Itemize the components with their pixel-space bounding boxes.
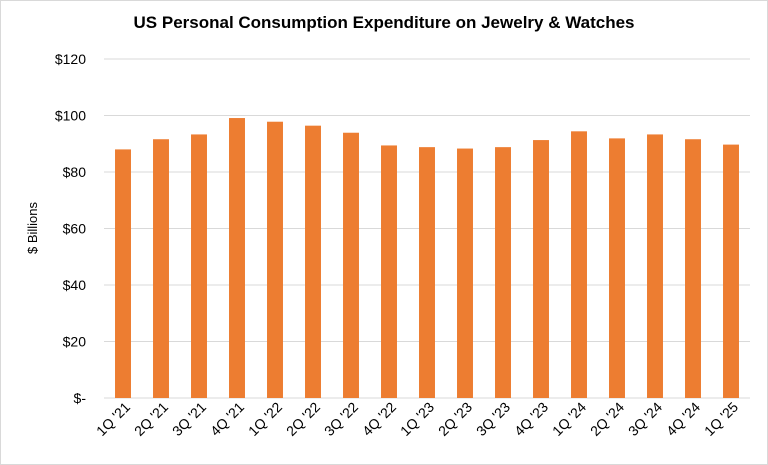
x-tick-label: 2Q '23 bbox=[435, 399, 475, 439]
x-tick-label: 4Q '23 bbox=[511, 399, 551, 439]
x-tick-label: 3Q '23 bbox=[473, 399, 513, 439]
x-tick-label: 4Q '24 bbox=[663, 399, 703, 439]
y-tick-label: $100 bbox=[55, 108, 86, 124]
bar bbox=[115, 149, 131, 398]
y-axis-ticks: $- $20 $40 $60 $80 $100 $120 bbox=[55, 51, 86, 406]
bar bbox=[723, 144, 739, 398]
bar bbox=[229, 118, 245, 398]
bar bbox=[267, 121, 283, 398]
y-axis-title: $ Billions bbox=[25, 201, 40, 254]
y-tick-label: $120 bbox=[55, 51, 86, 67]
x-tick-label: 1Q '23 bbox=[397, 399, 437, 439]
x-tick-label: 1Q '21 bbox=[93, 399, 133, 439]
bar bbox=[647, 134, 663, 399]
y-tick-label: $- bbox=[74, 390, 87, 406]
bar bbox=[495, 147, 511, 398]
x-tick-label: 3Q '21 bbox=[169, 399, 209, 439]
chart-title: US Personal Consumption Expenditure on J… bbox=[133, 13, 635, 32]
x-tick-label: 4Q '21 bbox=[207, 399, 247, 439]
x-tick-label: 2Q '24 bbox=[587, 399, 627, 439]
x-tick-label: 2Q '21 bbox=[131, 399, 171, 439]
x-tick-label: 1Q '25 bbox=[701, 399, 741, 439]
bars bbox=[115, 118, 739, 399]
x-tick-label: 2Q '22 bbox=[283, 399, 323, 439]
x-tick-label: 1Q '24 bbox=[549, 399, 589, 439]
bar bbox=[381, 145, 397, 398]
bar bbox=[533, 140, 549, 398]
y-tick-label: $80 bbox=[63, 164, 87, 180]
x-tick-label: 3Q '24 bbox=[625, 399, 665, 439]
bar bbox=[343, 132, 359, 399]
x-tick-label: 1Q '22 bbox=[245, 399, 285, 439]
bar bbox=[609, 138, 625, 398]
y-tick-label: $60 bbox=[63, 221, 87, 237]
x-tick-label: 4Q '22 bbox=[359, 399, 399, 439]
y-tick-label: $20 bbox=[63, 334, 87, 350]
bar bbox=[153, 139, 169, 399]
bar bbox=[191, 134, 207, 399]
y-tick-label: $40 bbox=[63, 277, 87, 293]
bar bbox=[305, 125, 321, 399]
bar bbox=[571, 131, 587, 398]
bar bbox=[685, 139, 701, 399]
bar bbox=[457, 148, 473, 398]
x-tick-label: 3Q '22 bbox=[321, 399, 361, 439]
bar bbox=[419, 147, 435, 398]
